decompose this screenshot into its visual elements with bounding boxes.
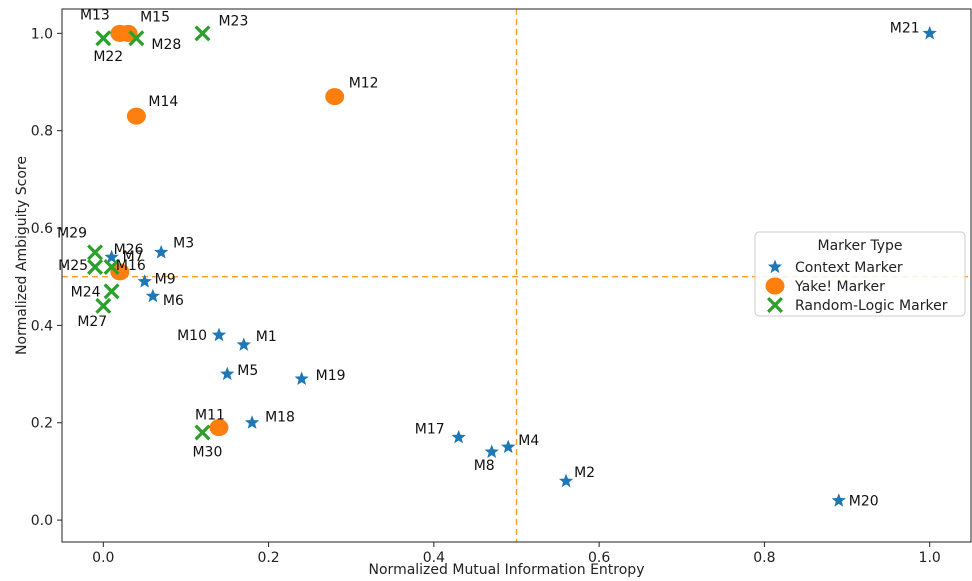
data-point-m28 — [128, 30, 145, 47]
y-tick-label: 0.2 — [31, 416, 53, 432]
y-tick-label: 0.0 — [31, 513, 53, 529]
legend-item: Yake! Marker — [765, 277, 885, 295]
axes: 0.0 0.2 0.4 0.6 0.8 1.0 0.0 0.2 0.4 0.6 0.8 1.0 Norm… — [14, 8, 972, 578]
point-label-m1: M1 — [256, 329, 277, 345]
y-tick-label: 0.6 — [31, 221, 53, 237]
point-label-m25: M25 — [58, 258, 88, 274]
point-label-m28: M28 — [151, 37, 181, 53]
data-point-m25 — [87, 258, 104, 275]
legend-title: Marker Type — [818, 238, 903, 254]
data-point-m26 — [103, 258, 120, 275]
legend-box — [754, 231, 966, 317]
data-point-m24 — [103, 283, 120, 300]
x-axis-label: Normalized Mutual Information Entropy — [369, 562, 645, 578]
point-labels: M1 M2 M3 M4 M5 M6 M7 M8 M9 M10 M17 M18 M19 M20 M21 M11 M… — [57, 7, 920, 509]
data-point-m9 — [137, 274, 152, 288]
data-point-m15 — [118, 24, 138, 42]
point-label-m26: M26 — [114, 242, 144, 258]
data-point-m8 — [484, 444, 499, 459]
y-tick-label: 0.8 — [31, 124, 53, 140]
legend-item: Random-Logic Marker — [767, 297, 948, 314]
data-point-m5 — [220, 366, 235, 381]
x-tick-label: 0.6 — [588, 550, 610, 566]
point-label-m19: M19 — [316, 368, 346, 384]
data-point-m27 — [95, 297, 112, 314]
data-point-m23 — [194, 25, 211, 42]
data-point-m17 — [451, 429, 466, 444]
point-label-m6: M6 — [163, 293, 184, 309]
x-tick-label: 0.8 — [753, 550, 775, 566]
data-point-m7 — [104, 249, 119, 264]
x-tick-label: 0.4 — [423, 550, 445, 566]
point-label-m27: M27 — [77, 314, 107, 330]
point-label-m24: M24 — [71, 284, 101, 300]
x-tick-label: 0.0 — [92, 550, 114, 566]
data-point-m14 — [126, 107, 146, 125]
y-tick-label: 0.4 — [31, 318, 53, 334]
point-label-m2: M2 — [574, 465, 595, 481]
data-point-m2 — [558, 473, 574, 488]
data-point-m18 — [244, 415, 260, 429]
data-point-m4 — [501, 439, 516, 454]
point-label-m9: M9 — [155, 272, 176, 288]
data-point-m30 — [194, 424, 211, 441]
point-label-m22: M22 — [93, 49, 123, 65]
point-label-m11: M11 — [195, 408, 225, 424]
data-point-m22 — [95, 30, 112, 47]
data-point-m10 — [211, 327, 227, 342]
point-label-m8: M8 — [474, 458, 495, 474]
data-point-m1 — [236, 337, 251, 351]
point-label-m12: M12 — [349, 76, 379, 92]
data-point-m19 — [294, 371, 309, 385]
legend-marker-star — [767, 259, 783, 274]
point-label-m3: M3 — [173, 235, 194, 251]
point-label-m15: M15 — [140, 9, 170, 25]
point-label-m20: M20 — [849, 494, 879, 510]
point-label-m30: M30 — [192, 444, 222, 460]
data-point-m16 — [110, 263, 130, 281]
legend-marker-x — [767, 297, 783, 313]
point-label-m16: M16 — [116, 258, 146, 274]
legend-label: Yake! Marker — [794, 279, 885, 295]
x-tick-label: 1.0 — [919, 550, 941, 566]
data-points — [87, 24, 937, 507]
point-label-m10: M10 — [177, 328, 207, 344]
data-point-m11 — [209, 419, 229, 437]
y-tick-label: 1.0 — [31, 26, 53, 42]
x-tick-label: 0.2 — [257, 550, 279, 566]
data-point-m3 — [154, 244, 169, 259]
legend-item: Context Marker — [767, 259, 903, 276]
plot-frame — [61, 8, 972, 543]
reference-lines — [62, 9, 971, 542]
legend-marker-circle — [765, 277, 785, 295]
legend: Marker Type Context Marker Yake! Marker Ran… — [754, 231, 966, 317]
y-axis-label: Normalized Ambiguity Score — [14, 156, 30, 355]
point-label-m7: M7 — [123, 249, 144, 265]
point-label-m5: M5 — [237, 363, 258, 379]
data-point-m12 — [325, 88, 345, 106]
legend-label: Context Marker — [795, 260, 903, 276]
point-label-m17: M17 — [415, 421, 445, 437]
data-point-m20 — [831, 493, 846, 507]
data-point-m6 — [145, 288, 161, 303]
data-point-m29 — [87, 244, 104, 261]
point-label-m14: M14 — [148, 94, 178, 110]
data-point-m21 — [922, 25, 937, 40]
point-label-m18: M18 — [265, 410, 295, 426]
legend-label: Random-Logic Marker — [795, 298, 948, 314]
point-label-m29: M29 — [57, 225, 87, 241]
point-label-m21: M21 — [890, 20, 920, 36]
point-label-m23: M23 — [218, 13, 248, 29]
point-label-m13: M13 — [80, 7, 110, 23]
point-label-m4: M4 — [518, 433, 539, 449]
